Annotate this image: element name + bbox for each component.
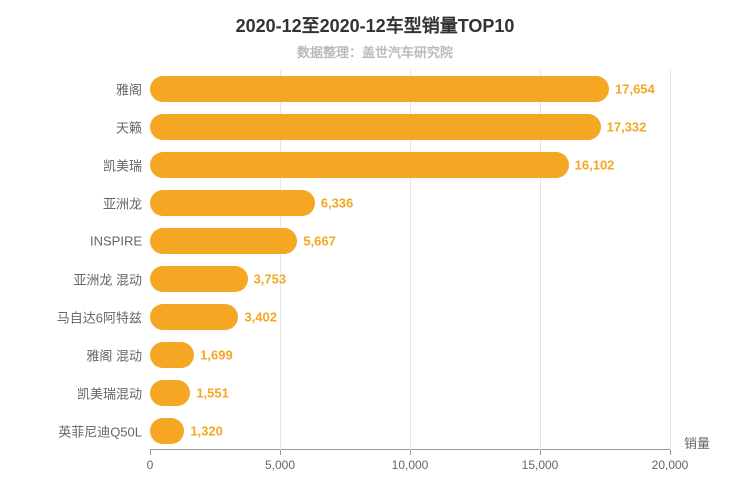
- x-tick: [410, 450, 411, 455]
- bar: [150, 380, 190, 406]
- y-axis-label: 亚洲龙 混动: [73, 270, 142, 289]
- bar-value-label: 16,102: [575, 158, 615, 173]
- bar-value-label: 6,336: [321, 196, 354, 211]
- bar-value-label: 3,753: [254, 272, 287, 287]
- bar-value-label: 3,402: [244, 310, 277, 325]
- chart-plot-area: 销量 05,00010,00015,00020,000雅阁17,654天籁17,…: [150, 70, 670, 450]
- bar: [150, 76, 609, 102]
- bar: [150, 342, 194, 368]
- bar-row: 凯美瑞16,102: [150, 146, 670, 184]
- bar: [150, 418, 184, 444]
- bar-value-label: 1,699: [200, 348, 233, 363]
- grid-line: [670, 70, 671, 450]
- y-axis-label: 雅阁: [116, 80, 142, 99]
- bar-value-label: 5,667: [303, 234, 336, 249]
- bar: [150, 152, 569, 178]
- bar: [150, 114, 601, 140]
- bar-value-label: 17,332: [607, 120, 647, 135]
- bar-row: 凯美瑞混动1,551: [150, 374, 670, 412]
- bar-value-label: 1,551: [196, 386, 229, 401]
- bar: [150, 266, 248, 292]
- bar: [150, 190, 315, 216]
- x-tick-label: 0: [147, 458, 154, 472]
- bar-row: 英菲尼迪Q50L1,320: [150, 412, 670, 450]
- y-axis-label: 凯美瑞混动: [77, 384, 142, 403]
- x-tick-label: 15,000: [522, 458, 559, 472]
- bar-row: 雅阁17,654: [150, 70, 670, 108]
- x-tick: [280, 450, 281, 455]
- y-axis-label: 马自达6阿特兹: [57, 308, 142, 327]
- chart-title: 2020-12至2020-12车型销量TOP10: [0, 0, 750, 38]
- x-tick: [150, 450, 151, 455]
- y-axis-label: INSPIRE: [90, 234, 142, 249]
- bar-row: 亚洲龙6,336: [150, 184, 670, 222]
- x-tick-label: 20,000: [652, 458, 689, 472]
- x-tick-label: 5,000: [265, 458, 295, 472]
- x-axis-title: 销量: [684, 433, 710, 452]
- bar-row: 马自达6阿特兹3,402: [150, 298, 670, 336]
- chart-subtitle: 数据整理：盖世汽车研究院: [0, 38, 750, 61]
- y-axis-label: 亚洲龙: [103, 194, 142, 213]
- bar-row: 雅阁 混动1,699: [150, 336, 670, 374]
- y-axis-label: 天籁: [116, 118, 142, 137]
- x-tick-label: 10,000: [392, 458, 429, 472]
- bar: [150, 304, 238, 330]
- y-axis-label: 凯美瑞: [103, 156, 142, 175]
- bar-row: 天籁17,332: [150, 108, 670, 146]
- x-tick: [670, 450, 671, 455]
- bar-value-label: 17,654: [615, 82, 655, 97]
- y-axis-label: 英菲尼迪Q50L: [58, 422, 142, 441]
- bar: [150, 228, 297, 254]
- bar-row: INSPIRE5,667: [150, 222, 670, 260]
- y-axis-label: 雅阁 混动: [86, 346, 142, 365]
- bar-value-label: 1,320: [190, 424, 223, 439]
- x-tick: [540, 450, 541, 455]
- bar-row: 亚洲龙 混动3,753: [150, 260, 670, 298]
